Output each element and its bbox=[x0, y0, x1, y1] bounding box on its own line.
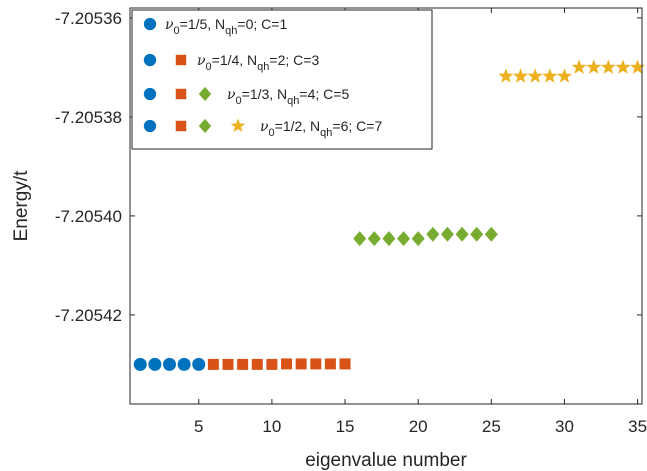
data-point-star bbox=[527, 68, 543, 83]
x-tick-label: 30 bbox=[555, 417, 574, 436]
data-point-circle bbox=[162, 357, 176, 371]
legend-marker-circle bbox=[143, 87, 157, 101]
legend-marker-square bbox=[175, 88, 187, 100]
data-point-diamond bbox=[382, 231, 396, 247]
data-point-square bbox=[237, 358, 249, 370]
x-tick-label: 10 bbox=[262, 417, 281, 436]
data-point-square bbox=[324, 358, 336, 370]
data-point-star bbox=[571, 59, 587, 74]
data-point-circle bbox=[177, 357, 191, 371]
legend-label: ν0=1/2, Nqh=6; C=7 bbox=[260, 118, 382, 139]
y-tick-label: -7.20542 bbox=[55, 306, 122, 325]
legend-marker-square bbox=[175, 120, 187, 132]
data-point-diamond bbox=[353, 231, 367, 247]
legend-marker-circle bbox=[143, 119, 157, 133]
x-tick-label: 15 bbox=[336, 417, 355, 436]
legend: ν0=1/5, Nqh=0; C=1 ν0=1/4, Nqh=2; C=3 ν0=1… bbox=[131, 9, 433, 150]
legend-marker-diamond bbox=[198, 86, 212, 102]
data-point-circle bbox=[133, 357, 147, 371]
data-point-square bbox=[339, 358, 351, 370]
legend-label: ν0=1/3, Nqh=4; C=5 bbox=[227, 86, 349, 107]
x-axis-title: eigenvalue number bbox=[305, 450, 467, 471]
legend-marker-circle bbox=[143, 17, 157, 31]
data-point-star bbox=[600, 59, 616, 74]
x-axis: 5 10 15 20 25 30 35 bbox=[194, 8, 647, 436]
y-tick-label: -7.20536 bbox=[55, 9, 122, 28]
data-point-star bbox=[512, 68, 529, 83]
data-point-square bbox=[295, 358, 307, 370]
data-point-diamond bbox=[397, 231, 411, 247]
y-tick-label: -7.20538 bbox=[55, 108, 122, 127]
plot-frame bbox=[129, 7, 643, 405]
data-point-square bbox=[251, 358, 263, 370]
data-point-square bbox=[222, 358, 234, 370]
data-point-square bbox=[266, 358, 278, 370]
legend-marker-diamond bbox=[198, 118, 212, 134]
legend-marker-square bbox=[175, 54, 187, 66]
data-point-square bbox=[207, 358, 219, 370]
data-point-diamond bbox=[411, 231, 425, 247]
data-point-star bbox=[542, 68, 558, 83]
data-point-diamond bbox=[367, 231, 381, 247]
data-point-star bbox=[615, 59, 631, 74]
data-point-star bbox=[586, 59, 602, 74]
data-point-diamond bbox=[426, 226, 440, 242]
data-point-square bbox=[281, 358, 293, 370]
data-point-diamond bbox=[455, 226, 469, 242]
data-point-diamond bbox=[440, 226, 454, 242]
x-tick-label: 35 bbox=[628, 417, 647, 436]
legend-marker-circle bbox=[143, 53, 157, 67]
data-point-square bbox=[310, 358, 322, 370]
data-marks bbox=[133, 59, 646, 371]
data-point-circle bbox=[192, 357, 206, 371]
x-tick-label: 25 bbox=[482, 417, 501, 436]
data-point-star bbox=[556, 68, 573, 83]
x-tick-label: 5 bbox=[194, 417, 203, 436]
legend-label: ν0=1/5, Nqh=0; C=1 bbox=[165, 16, 287, 37]
legend-marker-star bbox=[230, 118, 246, 133]
x-tick-label: 20 bbox=[409, 417, 428, 436]
data-point-diamond bbox=[470, 226, 484, 242]
legend-label: ν0=1/4, Nqh=2; C=3 bbox=[197, 52, 319, 73]
y-axis: -7.20536 -7.20538 -7.20540 -7.20542 bbox=[55, 9, 642, 325]
data-point-star bbox=[630, 59, 646, 74]
data-point-star bbox=[498, 68, 514, 83]
data-point-diamond bbox=[484, 226, 498, 242]
y-tick-label: -7.20540 bbox=[55, 207, 122, 226]
data-point-circle bbox=[148, 357, 162, 371]
y-axis-title: Energy/t bbox=[11, 170, 32, 241]
